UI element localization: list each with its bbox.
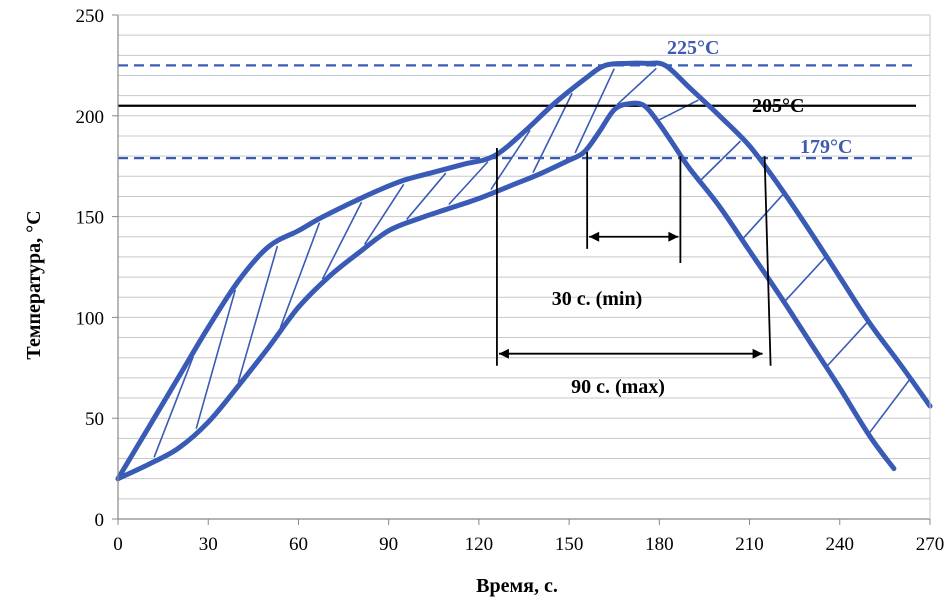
x-tick-label: 240 xyxy=(826,534,855,555)
hatch-fill xyxy=(153,67,910,458)
arrowhead-right xyxy=(668,231,679,242)
lower-limit-curve xyxy=(115,100,897,482)
upper-limit-curve xyxy=(115,60,933,482)
interval-bound-line xyxy=(763,156,772,366)
y-tick-label: 150 xyxy=(76,208,105,229)
x-tick-label: 210 xyxy=(735,534,764,555)
tick-labels: 0 30 60 90 120 150 180 210 240 270 0 50 100 150 200 250 xyxy=(76,6,945,555)
hatch-line xyxy=(700,140,742,181)
hatch-line xyxy=(195,289,237,429)
hatch-line xyxy=(406,172,447,220)
y-tick-label: 50 xyxy=(85,409,104,430)
arrowhead-right xyxy=(752,348,763,359)
hatch-line xyxy=(363,183,405,245)
label-205: 205°C xyxy=(752,95,804,117)
hatch-line xyxy=(827,322,868,366)
axes xyxy=(112,14,931,525)
arrowhead-left xyxy=(589,231,600,242)
gridlines xyxy=(118,14,930,500)
label-225: 225°C xyxy=(667,37,719,59)
reference-lines xyxy=(118,64,918,160)
x-tick-label: 120 xyxy=(465,534,494,555)
x-tick-label: 90 xyxy=(379,534,398,555)
label-interval-min: 30 с. (min) xyxy=(552,288,643,310)
hatch-line xyxy=(742,194,784,239)
y-axis-title: Температура, °С xyxy=(23,210,45,359)
hatch-line xyxy=(153,356,194,458)
hatch-line xyxy=(279,222,321,328)
hatch-line xyxy=(237,245,279,383)
x-axis-title: Время, с. xyxy=(476,575,558,597)
hatch-line xyxy=(616,67,657,106)
hatch-line xyxy=(658,99,699,121)
hatch-line xyxy=(448,161,489,206)
arrowhead-left xyxy=(498,348,509,359)
hatch-line xyxy=(785,257,826,302)
x-tick-label: 180 xyxy=(645,534,674,555)
limit-curves xyxy=(115,60,933,482)
interval-markers xyxy=(496,148,772,366)
y-tick-label: 0 xyxy=(95,510,105,531)
hatch-line xyxy=(321,201,363,280)
label-179: 179°C xyxy=(800,136,852,158)
x-tick-label: 30 xyxy=(199,534,218,555)
y-tick-label: 100 xyxy=(76,308,105,329)
x-tick-label: 0 xyxy=(113,534,123,555)
hatch-line xyxy=(574,68,615,154)
y-tick-label: 250 xyxy=(76,6,105,27)
x-tick-label: 270 xyxy=(916,534,945,555)
label-interval-max: 90 с. (max) xyxy=(571,376,665,398)
hatch-line xyxy=(869,380,910,433)
x-tick-label: 150 xyxy=(555,534,584,555)
y-tick-label: 200 xyxy=(76,107,105,128)
x-tick-label: 60 xyxy=(289,534,308,555)
